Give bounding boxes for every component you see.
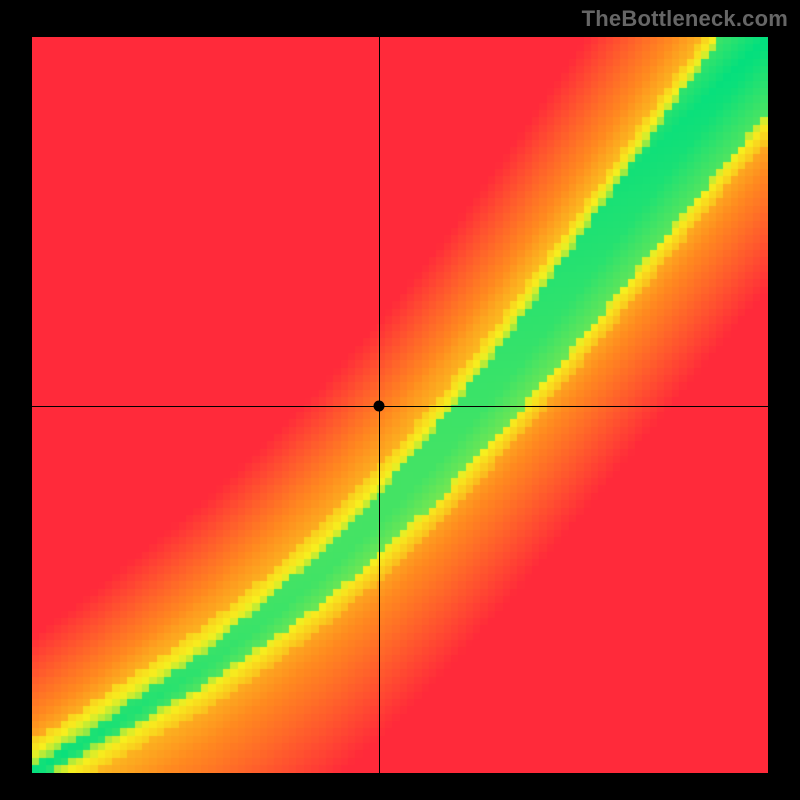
selection-marker bbox=[373, 401, 384, 412]
crosshair-horizontal bbox=[32, 406, 768, 407]
plot-area bbox=[32, 37, 768, 773]
attribution-text: TheBottleneck.com bbox=[582, 6, 788, 32]
chart-frame: TheBottleneck.com bbox=[0, 0, 800, 800]
heatmap-canvas bbox=[32, 37, 768, 773]
